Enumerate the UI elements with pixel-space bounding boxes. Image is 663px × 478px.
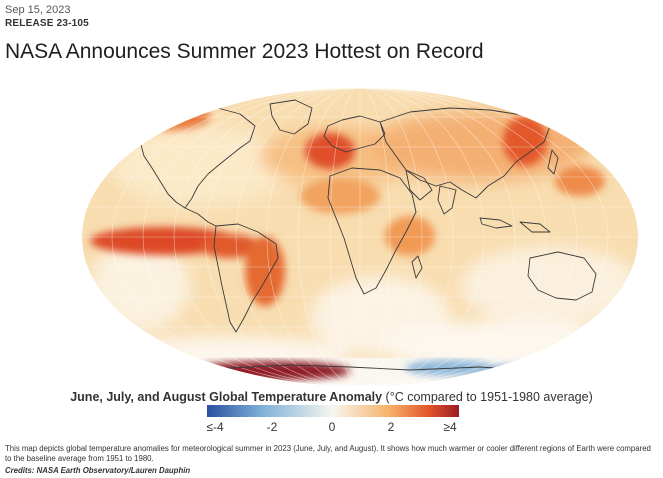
image-caption: This map depicts global temperature anom… bbox=[5, 444, 651, 463]
article-date: Sep 15, 2023 bbox=[5, 4, 71, 16]
legend-title-units: (°C compared to 1951-1980 average) bbox=[382, 390, 593, 404]
release-number: RELEASE 23-105 bbox=[5, 18, 89, 29]
legend-tick-max: ≥4 bbox=[443, 420, 457, 434]
legend-title: June, July, and August Global Temperatur… bbox=[0, 390, 663, 404]
global-temperature-anomaly-map bbox=[80, 86, 640, 388]
color-scale-bar bbox=[207, 405, 459, 417]
page-title: NASA Announces Summer 2023 Hottest on Re… bbox=[5, 40, 484, 63]
image-credit: Credits: NASA Earth Observatory/Lauren D… bbox=[5, 466, 191, 475]
legend-tick-pos2: 2 bbox=[387, 420, 395, 434]
legend-tick-neg2: -2 bbox=[266, 420, 278, 434]
legend-tick-zero: 0 bbox=[328, 420, 336, 434]
legend-tick-min: ≤-4 bbox=[206, 420, 224, 434]
legend-title-bold: June, July, and August Global Temperatur… bbox=[70, 390, 383, 404]
